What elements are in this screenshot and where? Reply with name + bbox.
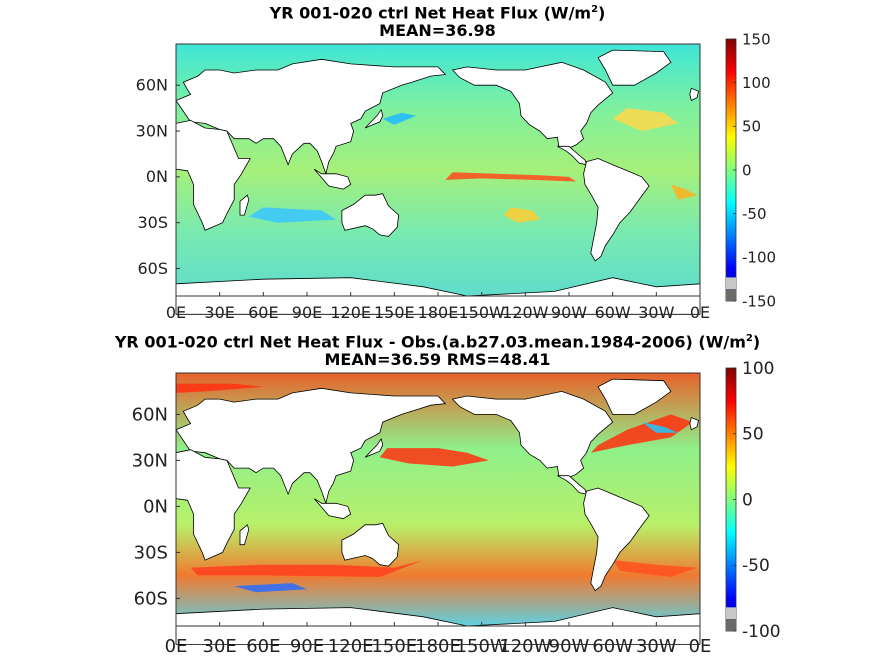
x-tick-label: 0E <box>690 303 710 322</box>
anomaly-patch-2 <box>503 207 540 223</box>
anomaly-patch-3 <box>190 560 424 577</box>
colorbar-extend-dark <box>726 619 736 631</box>
x-tick-label: 150E <box>371 636 417 656</box>
land-uk <box>689 416 699 431</box>
land-madagascar <box>239 194 250 216</box>
top-chart-title: YR 001-020 ctrl Net Heat Flux (W/m2) <box>269 3 606 23</box>
colorbar-tick-label: -100 <box>742 622 781 642</box>
x-tick-label: 0E <box>689 636 712 656</box>
anomaly-patch-3 <box>612 108 679 132</box>
x-tick-label: 120W <box>502 303 549 322</box>
land-greenland <box>597 49 672 86</box>
y-tick-label: 30N <box>136 121 168 140</box>
y-tick-label: 60S <box>137 259 168 278</box>
x-tick-label: 180E <box>415 636 461 656</box>
land-indonesia <box>313 168 352 190</box>
x-tick-label: 60E <box>248 303 278 322</box>
colorbar-tick-label: -50 <box>742 205 767 223</box>
x-tick-label: 150W <box>456 636 508 656</box>
land-africa <box>175 449 251 561</box>
colorbar-tick-label: 100 <box>742 74 771 92</box>
land-uk <box>689 87 699 102</box>
x-tick-label: 30E <box>203 636 237 656</box>
x-tick-label: 30W <box>636 636 677 656</box>
y-tick-label: 0N <box>146 167 168 186</box>
anomaly-patch-6 <box>641 422 679 433</box>
x-tick-label: 30W <box>638 303 674 322</box>
y-tick-label: 60N <box>132 404 168 425</box>
x-tick-label: 90E <box>290 636 324 656</box>
x-tick-label: 60W <box>592 636 633 656</box>
bottom-chart-subtitle: MEAN=36.59 RMS=48.41 <box>324 350 551 369</box>
land-australia <box>341 193 400 237</box>
land-eurasia <box>175 387 447 505</box>
colorbar-tick-label: -50 <box>742 556 770 576</box>
land-americaS <box>583 158 650 262</box>
top-chart-subtitle: MEAN=36.98 <box>379 21 496 40</box>
land-greenland <box>597 378 672 415</box>
y-tick-label: 30N <box>132 450 168 471</box>
anomaly-patch-5 <box>234 583 307 593</box>
x-tick-label: 150E <box>374 303 415 322</box>
land-americaS <box>583 487 650 592</box>
anomaly-patch-5 <box>248 207 337 223</box>
anomaly-patch-1 <box>445 172 577 182</box>
colorbar-tick-label: -150 <box>742 292 776 310</box>
colorbar-extend-light <box>726 607 736 620</box>
x-tick-label: 180E <box>418 303 459 322</box>
land-americaN <box>451 390 614 480</box>
x-tick-label: 60W <box>595 303 631 322</box>
y-tick-label: 30S <box>137 213 168 232</box>
x-tick-label: 120E <box>330 303 371 322</box>
x-tick-label: 120W <box>499 636 551 656</box>
x-tick-label: 150W <box>458 303 505 322</box>
anomaly-patch-1 <box>379 448 489 467</box>
colorbar-tick-label: 150 <box>742 30 771 48</box>
colorbar-tick-label: 0 <box>742 161 752 179</box>
land-africa <box>175 119 251 231</box>
x-tick-label: 0E <box>166 303 186 322</box>
y-tick-label: 30S <box>134 542 168 563</box>
land-madagascar <box>239 524 250 546</box>
land-japan <box>364 108 384 129</box>
anomaly-patch-6 <box>670 184 698 200</box>
colorbar-tick-label: -100 <box>742 249 776 267</box>
anomaly-patch-2 <box>590 414 693 453</box>
colorbar-tick-label: 0 <box>742 490 753 510</box>
bottom-chart-title: YR 001-020 ctrl Net Heat Flux - Obs.(a.b… <box>114 332 761 352</box>
colorbar-tick-label: 100 <box>742 359 774 379</box>
anomaly-patch-7 <box>176 383 264 393</box>
land-eurasia <box>175 58 447 176</box>
x-tick-label: 0E <box>165 636 188 656</box>
x-tick-label: 30E <box>204 303 234 322</box>
colorbar-extend-dark <box>726 289 736 301</box>
x-tick-label: 90W <box>551 303 587 322</box>
y-tick-label: 60N <box>136 75 168 94</box>
x-tick-label: 90E <box>292 303 322 322</box>
x-tick-label: 90W <box>549 636 590 656</box>
colorbar-tick-label: 50 <box>742 425 764 445</box>
land-japan <box>364 437 384 458</box>
land-australia <box>341 522 400 567</box>
x-tick-label: 60E <box>246 636 280 656</box>
land-americaN <box>451 61 614 150</box>
x-tick-label: 120E <box>328 636 374 656</box>
land-indonesia <box>313 498 352 520</box>
y-tick-label: 60S <box>134 588 168 609</box>
y-tick-label: 0N <box>143 496 168 517</box>
colorbar-extend-light <box>726 277 736 290</box>
colorbar-tick-label: 50 <box>742 118 761 136</box>
anomaly-patch-4 <box>612 560 698 577</box>
anomaly-patch-4 <box>382 112 417 125</box>
